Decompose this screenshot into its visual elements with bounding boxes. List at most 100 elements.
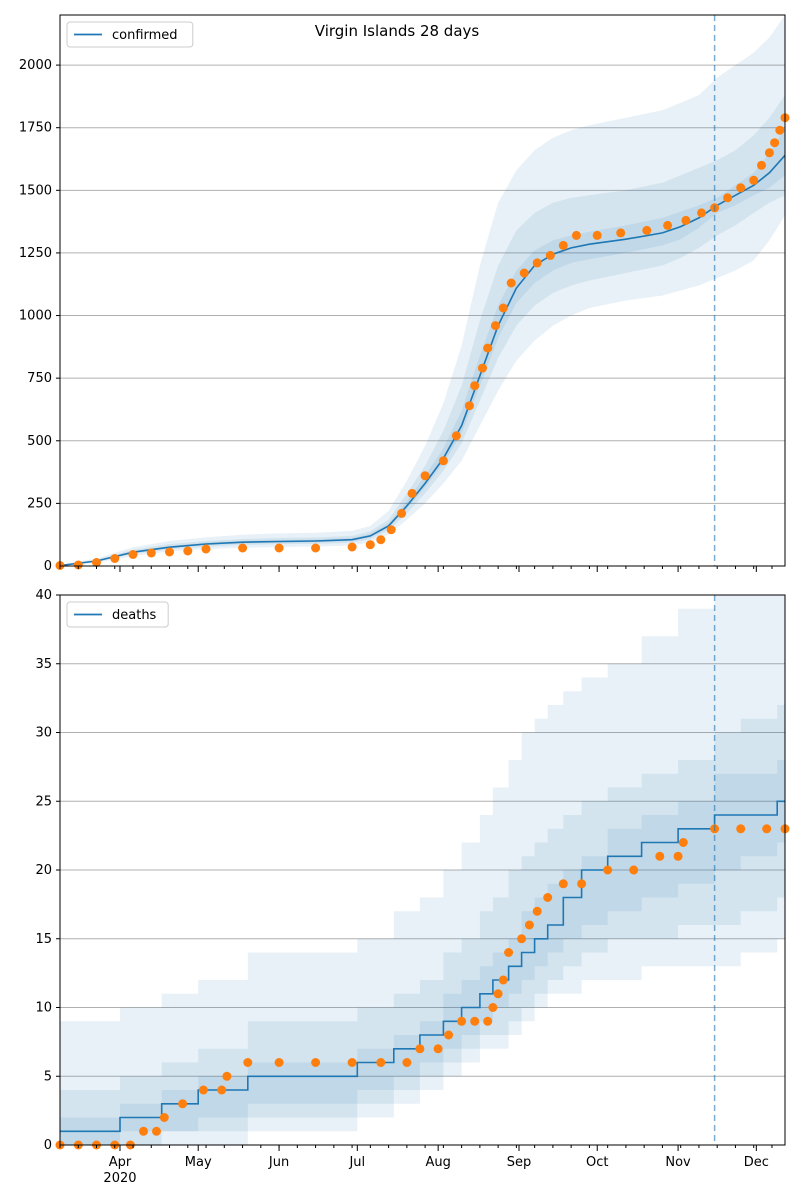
- observed-point: [519, 268, 529, 278]
- observed-point: [178, 1099, 188, 1109]
- observed-point: [159, 1113, 169, 1122]
- observed-point: [433, 1044, 443, 1054]
- observed-point: [493, 989, 503, 999]
- observed-point: [629, 865, 639, 875]
- legend-box: [66, 21, 194, 48]
- observed-point: [470, 381, 480, 391]
- observed-point: [470, 1016, 480, 1026]
- x-tick-label: Nov: [665, 1155, 691, 1170]
- observed-point: [483, 1016, 493, 1026]
- observed-point: [198, 1085, 208, 1095]
- x-tick-label: Jun: [268, 1155, 289, 1170]
- y-tick-label: 5: [44, 1069, 52, 1084]
- x-tick-label: Dec: [744, 1155, 769, 1170]
- uncertainty-band-outer: [60, 595, 785, 1145]
- x-tick-year-label: 2020: [103, 1171, 136, 1186]
- y-tick-label: 500: [27, 434, 52, 449]
- observed-point: [488, 1003, 498, 1012]
- y-tick-label: 15: [35, 932, 52, 947]
- uncertainty-band-inner: [60, 760, 785, 1145]
- observed-point: [673, 851, 683, 861]
- x-tick-label: Apr: [109, 1155, 132, 1170]
- observed-point: [775, 125, 785, 135]
- observed-point: [770, 138, 780, 148]
- observed-point: [749, 175, 759, 185]
- y-tick-label: 25: [35, 794, 52, 809]
- uncertainty-band-inner: [60, 127, 785, 566]
- y-tick-label: 1250: [19, 246, 52, 261]
- observed-point: [517, 934, 527, 944]
- observed-point: [757, 160, 766, 170]
- model-line-confirmed: [59, 154, 786, 567]
- observed-point: [498, 975, 508, 985]
- observed-point: [457, 1016, 467, 1026]
- observed-point: [402, 1058, 412, 1067]
- observed-point: [491, 321, 500, 331]
- observed-point: [217, 1085, 227, 1095]
- observed-point: [128, 550, 138, 559]
- x-tick-label: Oct: [586, 1155, 608, 1170]
- observed-point: [697, 208, 706, 218]
- observed-point: [347, 1058, 357, 1067]
- observed-point: [110, 554, 120, 563]
- observed-point: [678, 838, 688, 847]
- observed-point: [407, 488, 417, 498]
- observed-point: [152, 1126, 161, 1136]
- observed-point: [532, 906, 542, 916]
- observed-point: [222, 1071, 232, 1081]
- y-tick-label: 2000: [19, 58, 52, 73]
- observed-point: [558, 879, 568, 889]
- x-tick-label: Jul: [348, 1155, 365, 1170]
- observed-point: [311, 1058, 321, 1067]
- observed-point: [165, 547, 174, 557]
- figure-title: Virgin Islands 28 days: [315, 22, 480, 40]
- observed-point: [616, 228, 626, 238]
- observed-point: [762, 824, 772, 834]
- y-tick-label: 1750: [19, 121, 52, 136]
- observed-point: [603, 865, 613, 875]
- observed-point: [681, 215, 691, 225]
- observed-point: [92, 558, 101, 567]
- observed-point: [498, 303, 508, 313]
- observed-point: [504, 948, 514, 957]
- legend: confirmed: [66, 21, 194, 48]
- y-tick-label: 1000: [19, 309, 52, 324]
- observed-point: [655, 851, 665, 861]
- legend-label: confirmed: [112, 28, 178, 43]
- observed-point: [723, 193, 733, 203]
- observed-point: [274, 543, 284, 553]
- observed-point: [201, 544, 211, 554]
- observed-point: [347, 542, 357, 552]
- observed-point: [478, 363, 487, 373]
- observed-point: [506, 278, 516, 288]
- y-tick-label: 30: [35, 726, 52, 741]
- observed-point: [558, 240, 568, 250]
- observed-point: [592, 230, 602, 240]
- x-tick-label: Aug: [425, 1155, 450, 1170]
- observed-point: [545, 250, 555, 260]
- plot-frame: [59, 594, 786, 1146]
- observed-point: [311, 543, 321, 553]
- observed-point: [483, 343, 493, 353]
- y-tick-label: 10: [35, 1001, 52, 1016]
- uncertainty-band-middle: [60, 95, 785, 566]
- observed-point: [571, 230, 581, 240]
- observed-point: [543, 893, 553, 902]
- y-tick-label: 0: [44, 1138, 52, 1153]
- observed-point: [238, 543, 248, 553]
- observed-point: [642, 225, 652, 235]
- observed-point: [397, 508, 407, 518]
- observed-point: [365, 540, 375, 550]
- legend: deaths: [66, 601, 169, 628]
- plot-frame: [59, 14, 786, 567]
- observed-point: [577, 879, 587, 889]
- observed-point: [376, 1058, 386, 1067]
- observed-point: [736, 824, 746, 834]
- observed-point: [663, 220, 673, 230]
- observed-point: [274, 1058, 284, 1067]
- observed-point: [139, 1126, 148, 1136]
- observed-point: [438, 456, 448, 466]
- x-tick-label: Sep: [507, 1155, 532, 1170]
- observed-point: [444, 1030, 454, 1040]
